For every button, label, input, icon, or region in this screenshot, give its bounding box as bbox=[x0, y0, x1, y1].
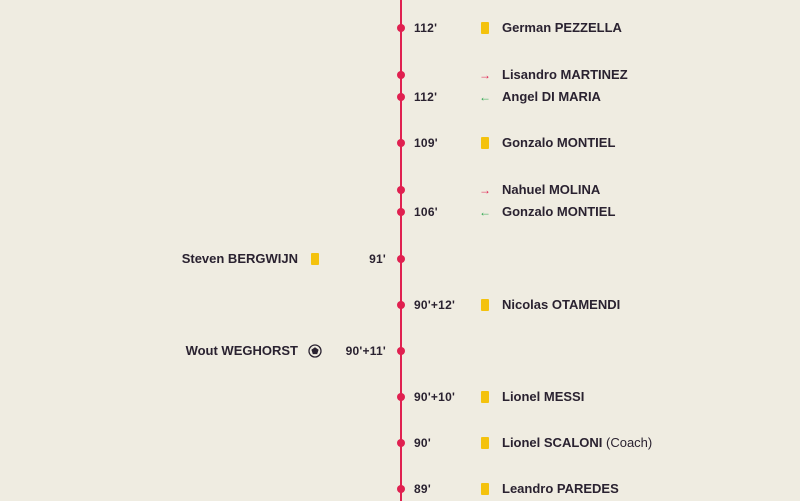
timeline-dot bbox=[397, 71, 405, 79]
timeline-dot bbox=[397, 255, 405, 263]
event-badge bbox=[478, 21, 492, 35]
event-time: 90'+12' bbox=[414, 290, 455, 320]
event-time: 109' bbox=[414, 128, 438, 158]
timeline-event: 90'+10' Lionel MESSI bbox=[0, 382, 800, 412]
event-time: 90'+10' bbox=[414, 382, 455, 412]
event-player: Steven BERGWIJN bbox=[182, 244, 298, 274]
event-player: Leandro PAREDES bbox=[502, 474, 619, 501]
timeline-dot bbox=[397, 208, 405, 216]
event-time: 91' bbox=[369, 244, 386, 274]
yellow-card-icon bbox=[481, 437, 489, 449]
timeline-dot bbox=[397, 301, 405, 309]
timeline-dot bbox=[397, 186, 405, 194]
event-time: 112' bbox=[414, 13, 437, 43]
event-player: Lionel MESSI bbox=[502, 382, 584, 412]
sub-in-icon: ← bbox=[479, 90, 491, 104]
timeline-dot bbox=[397, 439, 405, 447]
timeline-dot bbox=[397, 347, 405, 355]
yellow-card-icon bbox=[481, 299, 489, 311]
timeline-dot bbox=[397, 485, 405, 493]
timeline-event: 90' Lionel SCALONI (Coach) bbox=[0, 428, 800, 458]
timeline-event: 90'+11' Wout WEGHORST bbox=[0, 336, 800, 366]
yellow-card-icon bbox=[481, 391, 489, 403]
timeline-event: 109' Gonzalo MONTIEL bbox=[0, 128, 800, 158]
timeline-event: 90'+12' Nicolas OTAMENDI bbox=[0, 290, 800, 320]
event-time: 112' bbox=[414, 82, 437, 112]
event-player: German PEZZELLA bbox=[502, 13, 622, 43]
timeline-event: 91' Steven BERGWIJN bbox=[0, 244, 800, 274]
match-timeline: 112'German PEZZELLA→Lisandro MARTINEZ112… bbox=[0, 0, 800, 501]
event-badge bbox=[308, 344, 322, 358]
timeline-event: 112' ← Angel DI MARIA bbox=[0, 82, 800, 112]
event-badge: → bbox=[478, 68, 492, 82]
event-player: Gonzalo MONTIEL bbox=[502, 197, 615, 227]
event-badge: ← bbox=[478, 205, 492, 219]
yellow-card-icon bbox=[311, 253, 319, 265]
timeline-dot bbox=[397, 24, 405, 32]
event-badge bbox=[478, 436, 492, 450]
event-badge: ← bbox=[478, 90, 492, 104]
timeline-event: 106' ← Gonzalo MONTIEL bbox=[0, 197, 800, 227]
timeline-event: 89' Leandro PAREDES bbox=[0, 474, 800, 501]
event-player: Angel DI MARIA bbox=[502, 82, 601, 112]
event-badge bbox=[478, 390, 492, 404]
sub-out-icon: → bbox=[479, 183, 491, 197]
timeline-dot bbox=[397, 139, 405, 147]
timeline-event: 112' German PEZZELLA bbox=[0, 13, 800, 43]
event-player: Gonzalo MONTIEL bbox=[502, 128, 615, 158]
event-badge bbox=[478, 136, 492, 150]
event-time: 90'+11' bbox=[346, 336, 386, 366]
yellow-card-icon bbox=[481, 483, 489, 495]
sub-in-icon: ← bbox=[479, 205, 491, 219]
sub-out-icon: → bbox=[479, 68, 491, 82]
yellow-card-icon bbox=[481, 22, 489, 34]
event-time: 90' bbox=[414, 428, 431, 458]
timeline-dot bbox=[397, 393, 405, 401]
event-badge: → bbox=[478, 183, 492, 197]
event-player: Nicolas OTAMENDI bbox=[502, 290, 620, 320]
yellow-card-icon bbox=[481, 137, 489, 149]
event-badge bbox=[478, 482, 492, 496]
event-badge bbox=[308, 252, 322, 266]
event-player: Lionel SCALONI (Coach) bbox=[502, 428, 652, 458]
timeline-dot bbox=[397, 93, 405, 101]
event-time: 106' bbox=[414, 197, 438, 227]
goal-icon bbox=[308, 344, 322, 358]
event-player: Wout WEGHORST bbox=[186, 336, 298, 366]
event-time: 89' bbox=[414, 474, 431, 501]
event-badge bbox=[478, 298, 492, 312]
